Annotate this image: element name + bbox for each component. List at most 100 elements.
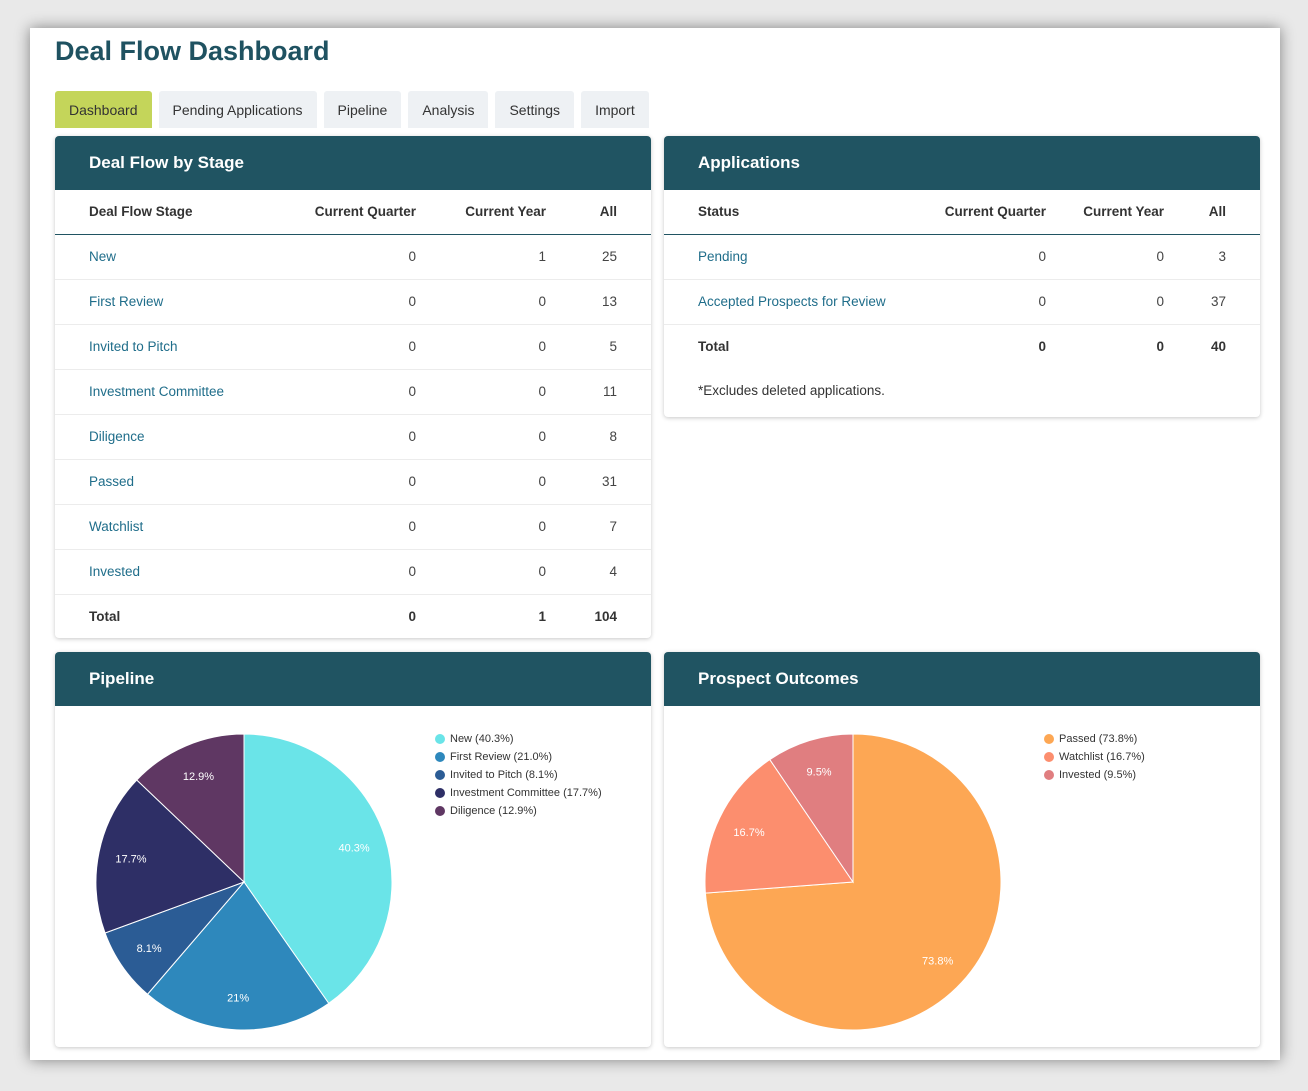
- applications-card: Applications Status Current Quarter Curr…: [664, 136, 1260, 417]
- tab-settings[interactable]: Settings: [495, 91, 575, 128]
- total-quarter: 0: [275, 593, 416, 638]
- status-link[interactable]: Accepted Prospects for Review: [698, 294, 886, 309]
- column-header: All: [1164, 190, 1260, 235]
- stage-link[interactable]: Investment Committee: [89, 384, 225, 399]
- column-header: All: [546, 190, 651, 235]
- legend-item-watchlist[interactable]: Watchlist (16.7%): [1044, 748, 1145, 766]
- legend-item-invested[interactable]: Invested (9.5%): [1044, 766, 1145, 784]
- slice-label-diligence: 12.9%: [183, 771, 214, 783]
- cell-all: 11: [546, 369, 651, 415]
- cell-year: 0: [416, 459, 546, 505]
- cell-all: 25: [546, 234, 651, 280]
- stage-link[interactable]: First Review: [89, 294, 164, 309]
- cell-year: 0: [1046, 234, 1164, 280]
- legend-label: Investment Committee (17.7%): [450, 787, 602, 799]
- pie-slice-first-review[interactable]: [146, 881, 330, 1031]
- cell-year: 0: [416, 414, 546, 460]
- stage-link[interactable]: Watchlist: [89, 519, 144, 534]
- cell-quarter: 0: [275, 234, 416, 280]
- slice-label-new: 40.3%: [339, 842, 370, 854]
- status-link[interactable]: Pending: [698, 249, 748, 264]
- pie-slice-investment-committee[interactable]: [95, 779, 245, 934]
- total-label: Total: [664, 323, 914, 369]
- cell-year: 0: [416, 504, 546, 550]
- total-label: Total: [55, 593, 275, 638]
- slice-label-invested: 9.5%: [807, 767, 832, 779]
- cell-quarter: 0: [275, 369, 416, 415]
- tab-pipeline[interactable]: Pipeline: [323, 91, 402, 128]
- legend-swatch: [435, 770, 445, 780]
- pie-slice-diligence[interactable]: [136, 733, 245, 884]
- legend-label: Watchlist (16.7%): [1059, 751, 1145, 763]
- cell-quarter: 0: [914, 234, 1046, 280]
- legend-label: Invested (9.5%): [1059, 769, 1137, 781]
- table-row: Diligence 0 0 8: [55, 414, 651, 460]
- cell-all: 7: [546, 504, 651, 550]
- deal-flow-stage-table: Deal Flow Stage Current Quarter Current …: [55, 190, 651, 638]
- pipeline-legend: New (40.3%) First Review (21.0%) Invited t…: [435, 730, 602, 820]
- pipeline-pie-chart: 40.3% 21% 8.1% 17.7% 12.9%: [95, 733, 393, 1031]
- legend-swatch: [1044, 734, 1054, 744]
- card-title: Prospect Outcomes: [664, 652, 1260, 706]
- cell-all: 8: [546, 414, 651, 460]
- slice-label-invited-to-pitch: 8.1%: [137, 943, 162, 955]
- stage-link[interactable]: Diligence: [89, 429, 145, 444]
- cell-all: 31: [546, 459, 651, 505]
- slice-label-first-review: 21%: [227, 992, 249, 1004]
- legend-item-diligence[interactable]: Diligence (12.9%): [435, 802, 602, 820]
- legend-item-first-review[interactable]: First Review (21.0%): [435, 748, 602, 766]
- cell-quarter: 0: [275, 279, 416, 325]
- cell-year: 0: [416, 324, 546, 370]
- cell-quarter: 0: [275, 504, 416, 550]
- footnote: *Excludes deleted applications.: [698, 383, 885, 398]
- table-row: Invited to Pitch 0 0 5: [55, 324, 651, 370]
- stage-link[interactable]: New: [89, 249, 117, 264]
- total-all: 40: [1164, 323, 1260, 369]
- legend-item-new[interactable]: New (40.3%): [435, 730, 602, 748]
- total-year: 0: [1046, 323, 1164, 369]
- cell-all: 3: [1164, 234, 1260, 280]
- pie-slice-watchlist[interactable]: [704, 758, 854, 894]
- slice-label-watchlist: 16.7%: [733, 827, 764, 839]
- legend-item-passed[interactable]: Passed (73.8%): [1044, 730, 1145, 748]
- cell-all: 37: [1164, 279, 1260, 325]
- legend-label: Diligence (12.9%): [450, 805, 537, 817]
- legend-label: New (40.3%): [450, 733, 514, 745]
- legend-swatch: [1044, 770, 1054, 780]
- tab-import[interactable]: Import: [581, 91, 649, 128]
- legend-swatch: [435, 788, 445, 798]
- tab-pending-applications[interactable]: Pending Applications: [158, 91, 317, 128]
- tab-analysis[interactable]: Analysis: [408, 91, 489, 128]
- stage-link[interactable]: Invested: [89, 564, 141, 579]
- total-all: 104: [546, 593, 651, 638]
- prospect-outcomes-card: Prospect Outcomes 73.8% 16.7% 9.5% Passed …: [664, 652, 1260, 1047]
- legend-item-investment-committee[interactable]: Investment Committee (17.7%): [435, 784, 602, 802]
- stage-link[interactable]: Invited to Pitch: [89, 339, 178, 354]
- legend-item-invited-to-pitch[interactable]: Invited to Pitch (8.1%): [435, 766, 602, 784]
- slice-label-investment-committee: 17.7%: [115, 854, 146, 866]
- legend-swatch: [1044, 752, 1054, 762]
- pie-slice-invested[interactable]: [769, 733, 854, 884]
- cell-all: 13: [546, 279, 651, 325]
- card-title: Pipeline: [55, 652, 651, 706]
- column-header: Status: [664, 190, 914, 235]
- pipeline-card: Pipeline 40.3% 21% 8.1% 17.7% 12.9% New (40.…: [55, 652, 651, 1047]
- cell-all: 4: [546, 549, 651, 595]
- table-row: First Review 0 0 13: [55, 279, 651, 325]
- card-title: Deal Flow by Stage: [55, 136, 651, 190]
- dashboard-window: Deal Flow Dashboard Dashboard Pending Ap…: [30, 28, 1280, 1060]
- column-header: Current Quarter: [275, 190, 416, 235]
- cell-year: 0: [1046, 279, 1164, 325]
- legend-label: First Review (21.0%): [450, 751, 553, 763]
- card-title: Applications: [664, 136, 1260, 190]
- column-header: Current Year: [416, 190, 546, 235]
- table-row: Passed 0 0 31: [55, 459, 651, 505]
- legend-swatch: [435, 806, 445, 816]
- pie-slice-new[interactable]: [243, 733, 393, 1005]
- applications-table: Status Current Quarter Current Year All …: [664, 190, 1260, 369]
- tab-dashboard[interactable]: Dashboard: [55, 91, 152, 128]
- legend-swatch: [435, 734, 445, 744]
- cell-year: 0: [416, 369, 546, 415]
- stage-link[interactable]: Passed: [89, 474, 135, 489]
- cell-quarter: 0: [275, 549, 416, 595]
